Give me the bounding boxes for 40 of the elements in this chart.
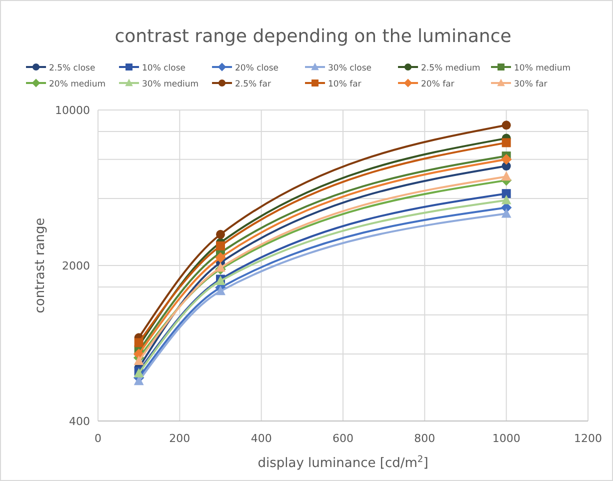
point — [216, 262, 226, 272]
legend-label: 30% medium — [142, 80, 199, 90]
legend-label: 30% close — [328, 64, 372, 74]
point — [215, 252, 226, 264]
point — [134, 338, 144, 348]
legend-label: 10% close — [142, 64, 186, 74]
point — [216, 286, 226, 296]
point — [501, 208, 512, 218]
legend-label: 30% far — [514, 80, 548, 90]
x-axis-title: display luminance [cd/m$^{2}$] — [258, 455, 428, 471]
legend-label: 20% close — [235, 64, 278, 74]
legend-label: 10% medium — [514, 64, 571, 74]
point — [501, 194, 512, 204]
x-tick-label: 200 — [169, 432, 190, 445]
point — [134, 376, 144, 386]
legend-label: 2.5% far — [235, 80, 272, 90]
legend-label: 2.5% medium — [421, 64, 480, 74]
x-tick-label: 600 — [332, 432, 354, 445]
point — [502, 138, 511, 148]
chart-title: contrast range depending on the luminance — [114, 26, 512, 47]
y-tick-label: 400 — [69, 415, 90, 428]
point — [134, 356, 144, 365]
x-tick-label: 400 — [250, 432, 272, 445]
x-tick-label: 800 — [414, 432, 436, 445]
point — [502, 189, 511, 198]
y-tick-label: 2000 — [62, 260, 90, 272]
point — [216, 230, 225, 239]
x-tick-label: 0 — [94, 432, 102, 445]
x-tick-label: 1000 — [492, 432, 520, 445]
legend-label: 20% medium — [49, 80, 106, 90]
point — [500, 154, 512, 165]
point — [216, 241, 225, 250]
legend-label: 20% far — [421, 80, 455, 90]
y-tick-label: 10000 — [55, 104, 90, 117]
legend-label: 10% far — [328, 80, 362, 90]
y-axis-title: contrast range — [33, 218, 48, 314]
point — [501, 171, 512, 181]
x-tick-label: 1200 — [574, 432, 602, 445]
point — [502, 120, 511, 130]
legend-label: 2.5% close — [49, 64, 96, 74]
